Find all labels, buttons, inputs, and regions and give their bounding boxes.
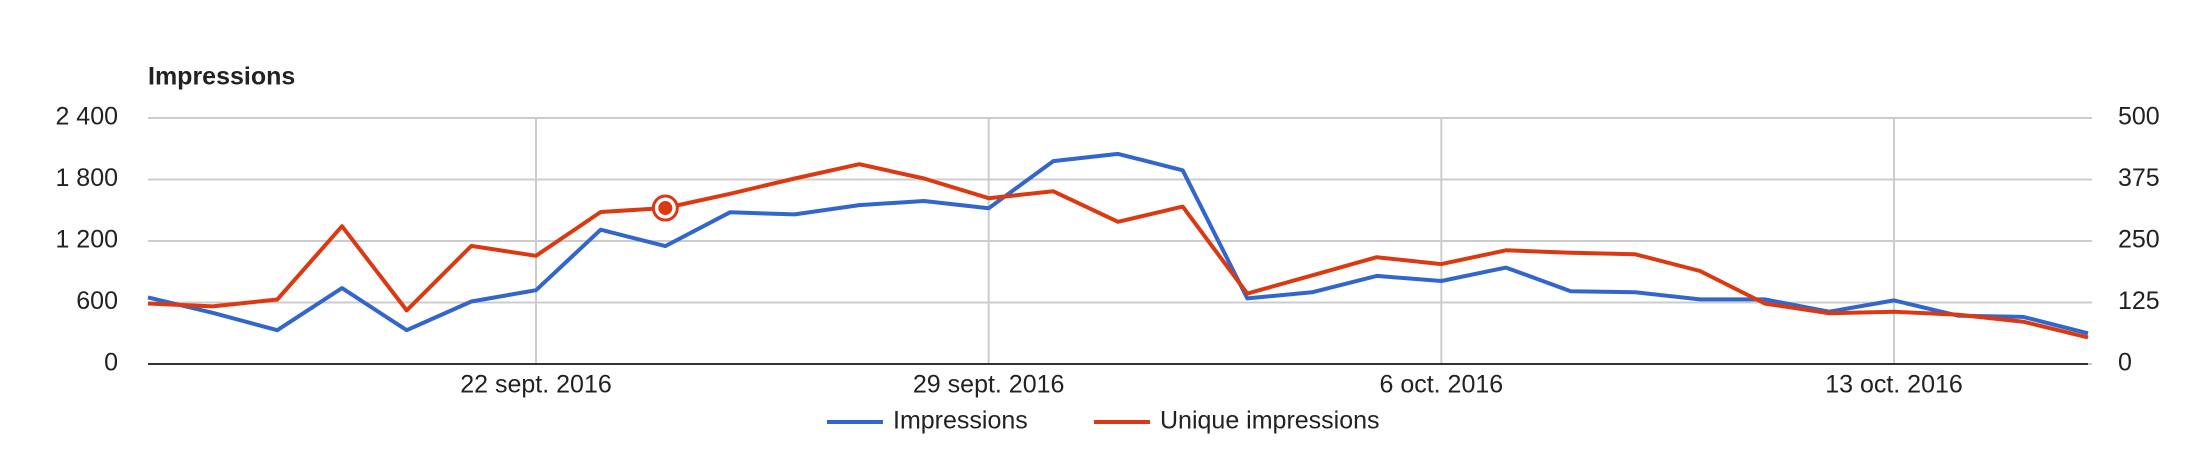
y2-tick-label: 250 — [2118, 226, 2160, 254]
legend-label: Impressions — [893, 407, 1028, 435]
y2-tick-label: 375 — [2118, 164, 2160, 192]
hover-point — [658, 201, 673, 216]
series-line — [147, 162, 2089, 340]
legend-label: Unique impressions — [1160, 407, 1380, 435]
x-tick-label: 6 oct. 2016 — [1379, 371, 1503, 399]
y-tick-label: 1 800 — [55, 164, 118, 192]
y-tick-label: 2 400 — [55, 103, 118, 131]
series-line — [147, 151, 2089, 336]
y-tick-label: 600 — [76, 287, 118, 315]
chart-title: Impressions — [148, 63, 295, 91]
y-tick-label: 0 — [104, 349, 118, 377]
y-tick-label: 1 200 — [55, 226, 118, 254]
x-tick-label: 22 sept. 2016 — [460, 371, 612, 399]
x-tick-label: 13 oct. 2016 — [1825, 371, 1963, 399]
y2-tick-label: 125 — [2118, 287, 2160, 315]
y2-tick-label: 500 — [2118, 103, 2160, 131]
y2-tick-label: 0 — [2118, 349, 2132, 377]
x-tick-label: 29 sept. 2016 — [913, 371, 1065, 399]
